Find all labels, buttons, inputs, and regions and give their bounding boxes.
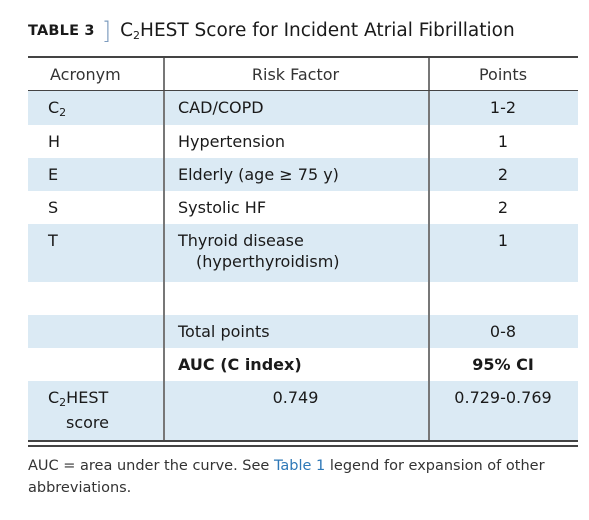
score-acronym-line2: score [66, 413, 109, 432]
column-divider [163, 224, 165, 282]
acronym-letter: C [48, 98, 60, 117]
auc-value: 0.749 [272, 388, 319, 407]
column-divider [428, 282, 430, 315]
footnote-text: legend for expansion of other abbreviati… [28, 458, 545, 496]
column-divider [163, 91, 165, 125]
score-acronym-letter: C [48, 388, 60, 407]
score-acronym-cell: C2HEST score [28, 381, 163, 440]
table-caption: C2HEST Score for Incident Atrial Fibrill… [120, 20, 515, 42]
top-rule [28, 56, 578, 58]
table-header: Acronym Risk Factor Points [28, 58, 578, 90]
score-acronym: C2HEST [48, 388, 163, 409]
column-divider [428, 381, 430, 440]
column-divider [163, 282, 165, 315]
column-divider [163, 125, 165, 158]
table-footnote: AUC = area under the curve. See Table 1 … [28, 455, 584, 499]
risk-factor-cell: Thyroid disease (hyperthyroidism) [163, 224, 428, 282]
ci-label: 95% CI [472, 355, 534, 374]
acronym-cell: E [48, 165, 59, 184]
table-row: C2 CAD/COPD 1-2 [28, 91, 578, 125]
column-divider [163, 58, 165, 90]
table-number: TABLE 3 [28, 23, 95, 39]
points-cell: 2 [497, 165, 509, 184]
header-points: Points [478, 64, 528, 84]
points-cell: 1 [497, 231, 509, 250]
table-row: H Hypertension 1 [28, 125, 578, 158]
points-cell: 1-2 [489, 98, 517, 117]
total-row: Total points 0-8 [28, 315, 578, 348]
column-divider [428, 191, 430, 224]
column-divider [428, 158, 430, 191]
column-divider [428, 58, 430, 90]
auc-label: AUC (C index) [178, 355, 302, 374]
spacer-row [28, 282, 578, 315]
header-rule [28, 90, 578, 91]
table-1-link[interactable]: Table 1 [273, 458, 326, 474]
risk-factor-cell: Systolic HF [178, 198, 267, 217]
total-label: Total points [178, 322, 270, 341]
table-row: E Elderly (age ≥ 75 y) 2 [28, 158, 578, 191]
caption-prefix: C [120, 20, 134, 41]
risk-factor-cell: Elderly (age ≥ 75 y) [178, 165, 339, 184]
header-risk-factor: Risk Factor [251, 64, 340, 84]
score-acronym-rest: HEST [66, 388, 109, 407]
column-divider [428, 348, 430, 381]
total-points: 0-8 [489, 322, 517, 341]
points-cell: 2 [497, 198, 509, 217]
acronym-cell: H [48, 132, 61, 151]
acronym-cell: C2 [28, 91, 163, 125]
risk-factor-line: Thyroid disease [178, 231, 304, 250]
table-row: S Systolic HF 2 [28, 191, 578, 224]
score-acronym-subscript: 2 [59, 396, 67, 409]
risk-factor-cell: Hypertension [178, 132, 286, 151]
header-acronym: Acronym [50, 64, 121, 84]
column-divider [428, 125, 430, 158]
acronym-cell: S [48, 198, 59, 217]
column-divider [163, 381, 165, 440]
table-title: TABLE 3 ] C2HEST Score for Incident Atri… [28, 14, 515, 48]
column-divider [163, 348, 165, 381]
risk-factor-cell: CAD/COPD [178, 98, 264, 117]
column-divider [163, 315, 165, 348]
risk-factor-line: (hyperthyroidism) [196, 252, 340, 271]
column-divider [428, 224, 430, 282]
acronym-cell [28, 348, 163, 381]
column-divider [163, 191, 165, 224]
column-divider [428, 315, 430, 348]
auc-header-row: AUC (C index) 95% CI [28, 348, 578, 381]
bottom-rule [28, 440, 578, 447]
acronym-subscript: 2 [59, 106, 67, 119]
acronym-cell [28, 315, 163, 348]
title-bracket: ] [101, 17, 112, 45]
column-divider [163, 158, 165, 191]
score-row: C2HEST score 0.749 0.729-0.769 [28, 381, 578, 440]
table-row: T Thyroid disease (hyperthyroidism) 1 [28, 224, 578, 282]
caption-rest: HEST Score for Incident Atrial Fibrillat… [140, 20, 515, 41]
points-cell: 1 [497, 132, 509, 151]
column-divider [428, 91, 430, 125]
ci-value: 0.729-0.769 [454, 388, 552, 407]
footnote-text: AUC = area under the curve. See [28, 458, 274, 474]
acronym-cell: T [48, 231, 58, 250]
caption-subscript: 2 [133, 29, 141, 42]
score-table: Acronym Risk Factor Points C2 CAD/COPD 1… [28, 56, 578, 447]
